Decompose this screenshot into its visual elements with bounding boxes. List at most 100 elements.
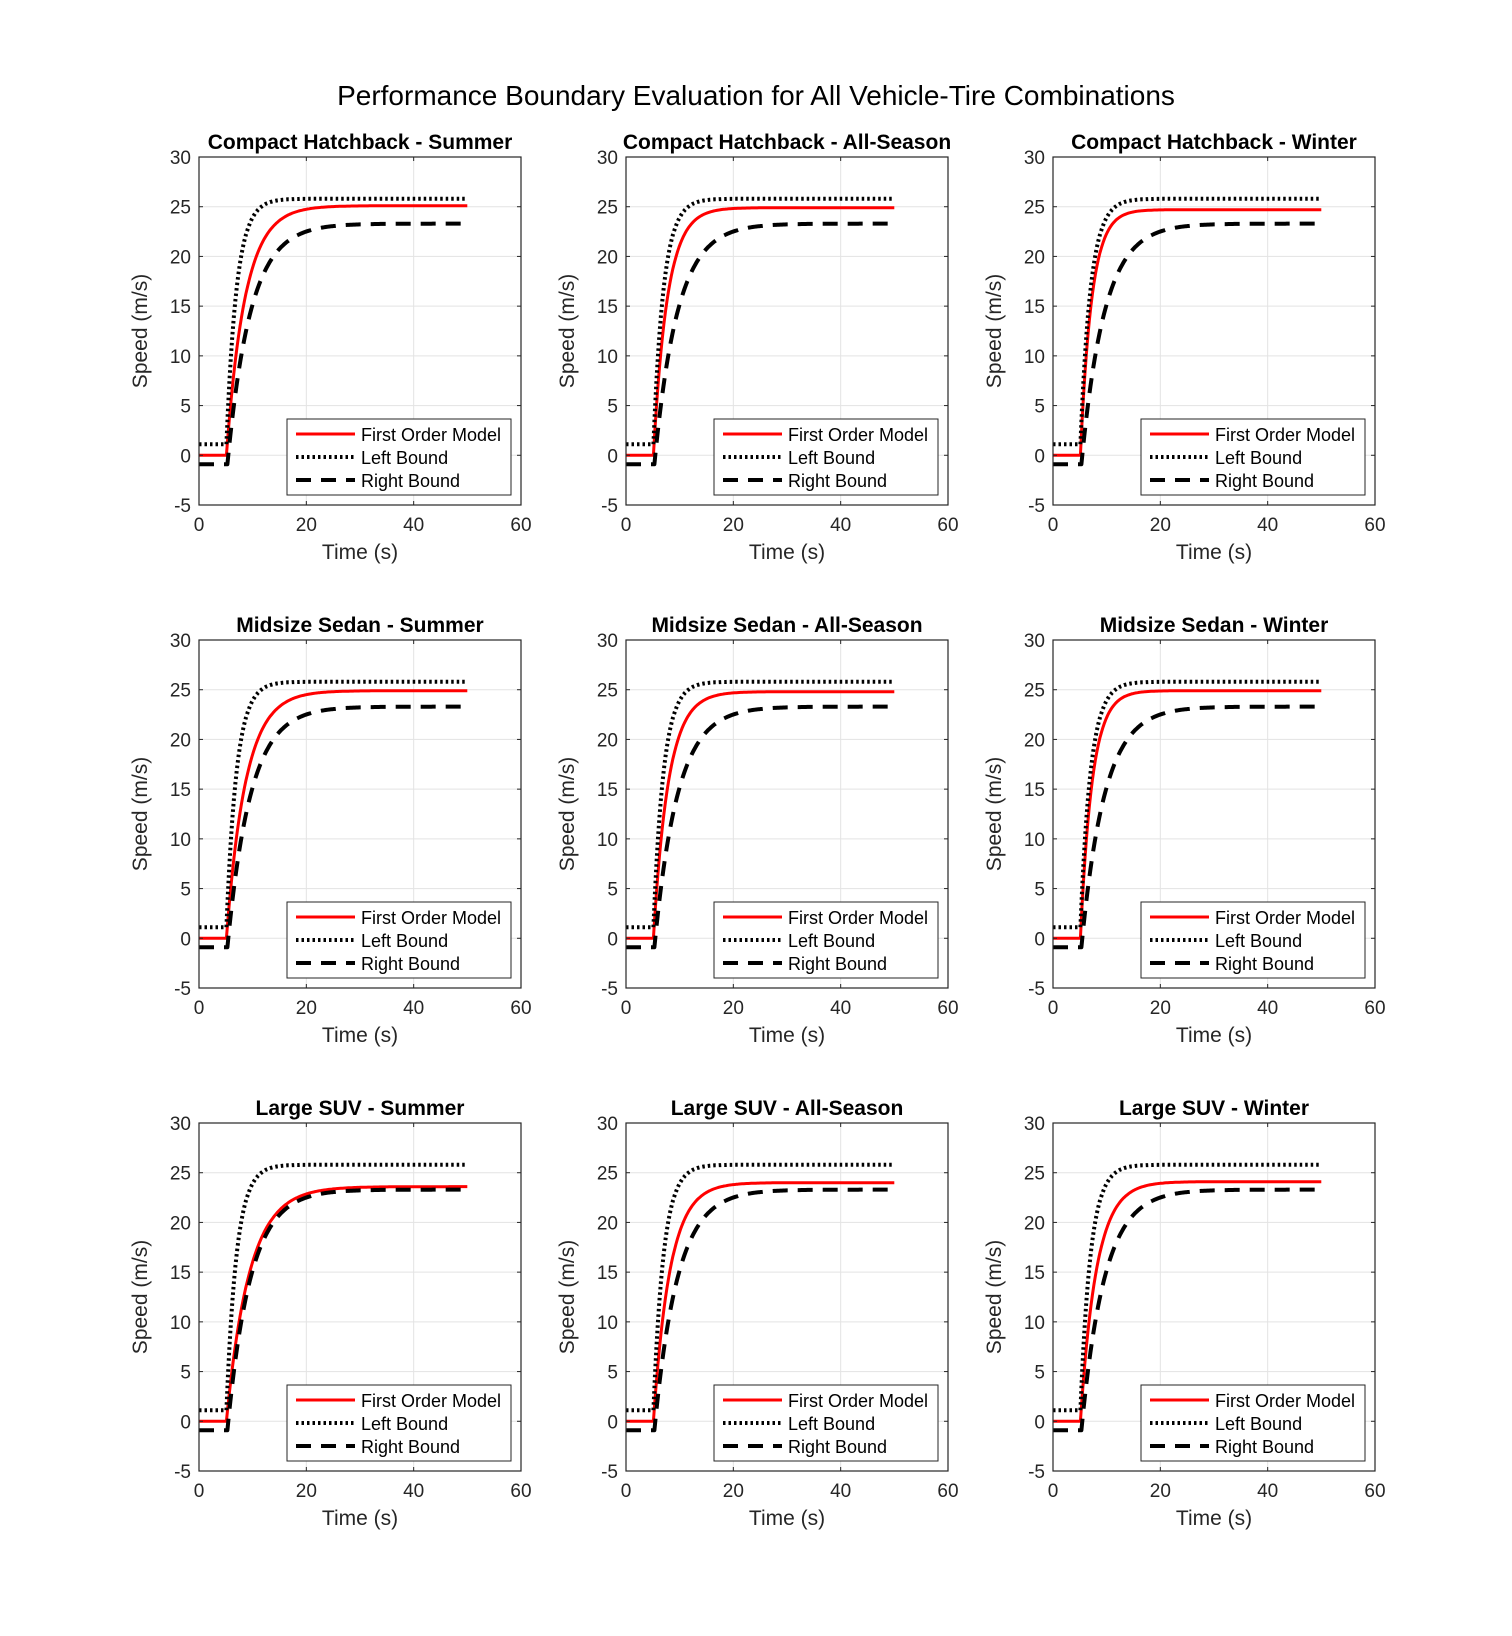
series-line: [1053, 1162, 1322, 1413]
legend-label: Left Bound: [788, 931, 875, 951]
legend-label: Right Bound: [788, 954, 887, 974]
y-tick-label: 5: [607, 1363, 618, 1384]
legend-label: Left Bound: [788, 1414, 875, 1434]
y-tick-label: 10: [597, 1313, 618, 1334]
x-tick-label: 60: [1364, 515, 1385, 536]
y-tick-label: -5: [174, 496, 191, 517]
y-tick-label: 30: [170, 1114, 191, 1135]
series-line: [1053, 704, 1322, 950]
y-tick-label: 30: [597, 631, 618, 652]
legend: First Order Model Left Bound Right Bound: [713, 901, 939, 979]
series-line: [199, 679, 468, 930]
axes-box: [198, 156, 522, 506]
y-tick-label: -5: [174, 1462, 191, 1483]
subplot-title: Compact Hatchback - All-Season: [623, 131, 951, 154]
y-tick-label: 30: [170, 148, 191, 169]
series-line: [199, 196, 468, 447]
y-tick-label: 10: [170, 347, 191, 368]
y-axis-label: Speed (m/s): [556, 274, 579, 388]
legend-label: Left Bound: [1215, 931, 1302, 951]
x-tick-label: 40: [830, 1481, 851, 1502]
subplot-title: Midsize Sedan - Winter: [1100, 614, 1329, 637]
x-axis-label: Time (s): [1176, 541, 1252, 564]
y-tick-label: 10: [170, 830, 191, 851]
y-tick-label: 5: [180, 1363, 191, 1384]
axes-box: [198, 1122, 522, 1472]
y-tick-label: 20: [597, 247, 618, 268]
x-tick-label: 40: [830, 998, 851, 1019]
x-tick-label: 60: [937, 1481, 958, 1502]
legend-label: First Order Model: [1215, 1391, 1355, 1411]
y-tick-label: 0: [1034, 446, 1045, 467]
y-tick-label: 25: [1024, 198, 1045, 219]
subplot-title: Compact Hatchback - Winter: [1071, 131, 1357, 154]
series-line: [199, 221, 468, 467]
y-tick-label: 10: [1024, 347, 1045, 368]
x-axis-label: Time (s): [1176, 1507, 1252, 1530]
x-tick-label: 60: [1364, 1481, 1385, 1502]
y-tick-label: 5: [180, 397, 191, 418]
subplot-title: Midsize Sedan - All-Season: [651, 614, 922, 637]
y-axis-label: Speed (m/s): [556, 1240, 579, 1354]
series-line: [1053, 689, 1322, 940]
y-tick-label: 30: [1024, 1114, 1045, 1135]
series-line: [626, 206, 895, 457]
x-tick-label: 60: [937, 998, 958, 1019]
y-tick-label: 15: [597, 297, 618, 318]
series-line: [626, 690, 895, 940]
subplot-title: Large SUV - Winter: [1119, 1097, 1309, 1120]
y-tick-label: 5: [1034, 880, 1045, 901]
y-tick-label: 20: [597, 1213, 618, 1234]
y-tick-label: -5: [1028, 1462, 1045, 1483]
y-axis-label: Speed (m/s): [129, 757, 152, 871]
y-axis-label: Speed (m/s): [556, 757, 579, 871]
x-tick-label: 40: [1257, 998, 1278, 1019]
axes-box: [198, 639, 522, 989]
series-line: [626, 1181, 895, 1423]
legend-label: Right Bound: [1215, 1437, 1314, 1457]
x-tick-label: 0: [621, 1481, 632, 1502]
x-tick-label: 20: [723, 515, 744, 536]
y-tick-label: 0: [180, 929, 191, 950]
y-tick-label: 25: [170, 1164, 191, 1185]
series-line: [199, 689, 468, 940]
y-tick-label: 5: [607, 397, 618, 418]
series-line: [199, 1185, 468, 1423]
axes-box: [625, 1122, 949, 1472]
legend-label: Right Bound: [361, 954, 460, 974]
legend: First Order Model Left Bound Right Bound: [1140, 1384, 1366, 1462]
x-tick-label: 0: [1048, 998, 1059, 1019]
legend-label: Left Bound: [788, 448, 875, 468]
y-tick-label: -5: [174, 979, 191, 1000]
x-tick-label: 0: [194, 515, 205, 536]
y-tick-label: 10: [597, 347, 618, 368]
series-line: [199, 204, 468, 457]
legend-label: Right Bound: [1215, 471, 1314, 491]
x-tick-label: 40: [403, 998, 424, 1019]
legend-label: First Order Model: [1215, 425, 1355, 445]
x-tick-label: 20: [723, 1481, 744, 1502]
legend-label: Right Bound: [361, 1437, 460, 1457]
y-tick-label: 15: [170, 297, 191, 318]
x-tick-label: 60: [510, 515, 531, 536]
series-line: [626, 221, 895, 467]
legend-label: First Order Model: [1215, 908, 1355, 928]
x-tick-label: 0: [1048, 515, 1059, 536]
x-axis-label: Time (s): [322, 1507, 398, 1530]
y-tick-label: 15: [1024, 297, 1045, 318]
x-axis-label: Time (s): [322, 1024, 398, 1047]
series-line: [199, 1187, 468, 1433]
y-tick-label: 25: [597, 681, 618, 702]
y-tick-label: 25: [170, 681, 191, 702]
axes-box: [625, 156, 949, 506]
legend-label: Left Bound: [1215, 1414, 1302, 1434]
y-tick-label: 30: [1024, 631, 1045, 652]
x-tick-label: 40: [403, 515, 424, 536]
subplot-title: Midsize Sedan - Summer: [236, 614, 483, 637]
y-tick-label: 0: [1034, 929, 1045, 950]
